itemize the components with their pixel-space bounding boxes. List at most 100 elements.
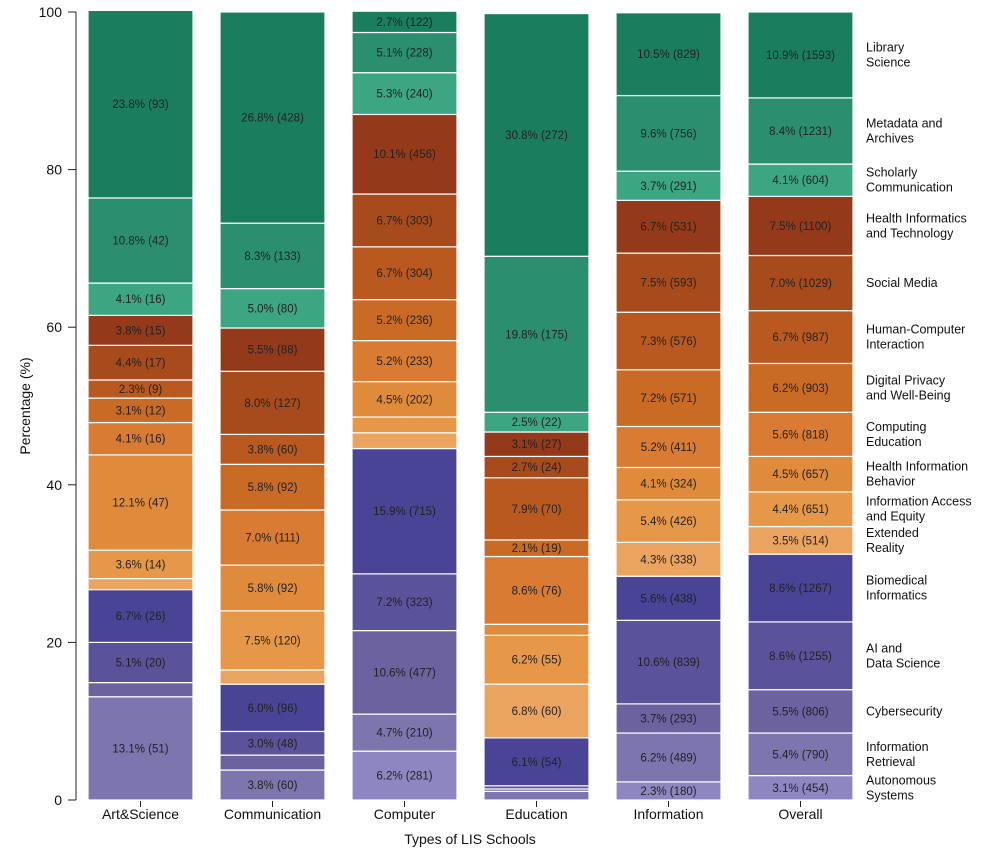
legend-line: Health Information <box>866 460 968 474</box>
bar-art-science-social-media <box>87 344 194 381</box>
y-axis: 0 20 40 60 80 100 <box>39 4 77 808</box>
legend-extended-reality: Extended Reality <box>866 526 919 555</box>
bar-education-human-computer-interaction <box>483 477 590 541</box>
bar-computer-library-science <box>351 10 458 34</box>
bar-education-health-information-behavior <box>483 623 590 636</box>
bar-overall-library-science <box>747 11 854 99</box>
legend-scholarly-communication: Scholarly Communication <box>866 166 953 195</box>
legend-line: Information Access <box>866 495 972 509</box>
data-label-information-computing-education: 5.2% (411) <box>641 442 697 454</box>
bar-information-library-science <box>615 12 722 97</box>
legend-health-information-behavior: Health Information Behavior <box>866 460 968 489</box>
bar-information-digital-privacy-and-well-being <box>615 369 722 428</box>
data-label-overall-computing-education: 5.6% (818) <box>772 429 828 441</box>
legend-line: Human-Computer <box>866 323 965 337</box>
x-axis-title: Types of LIS Schools <box>404 831 536 847</box>
legend-line: Scholarly <box>866 166 918 180</box>
data-label-education-scholarly-communication: 2.5% (22) <box>512 417 562 429</box>
bar-communication-information-retrieval <box>219 769 326 801</box>
bar-computer-cybersecurity <box>351 629 458 715</box>
data-label-art-science-health-information-behavior: 12.1% (47) <box>112 498 168 510</box>
data-label-communication-social-media: 8.0% (127) <box>244 398 300 410</box>
bar-education-computing-education <box>483 555 590 625</box>
bar-information-extended-reality <box>615 541 722 577</box>
x-tick-label-art-science: Art&Science <box>102 806 179 822</box>
bar-art-science-ai-and-data-science <box>87 641 194 684</box>
legend-line: Interaction <box>866 338 924 352</box>
data-label-information-digital-privacy-and-well-being: 7.2% (571) <box>640 393 696 405</box>
bar-education-information-access-and-equity <box>483 634 590 685</box>
bar-information-metadata-and-archives <box>615 94 722 172</box>
bar-overall-information-access-and-equity <box>747 491 854 528</box>
legend-line: AI and <box>866 641 902 655</box>
bar-column-overall: 3.1% (454) 5.4% (790) 5.5% (806) 8.6% (1255… <box>747 11 854 801</box>
data-label-computer-biomedical-informatics: 15.9% (715) <box>373 506 436 518</box>
data-label-education-social-media: 2.7% (24) <box>512 462 562 474</box>
data-label-education-library-science: 30.8% (272) <box>505 130 568 142</box>
bar-overall-autonomous-systems <box>747 774 854 801</box>
bar-communication-metadata-and-archives <box>219 222 326 290</box>
bar-column-computer: 6.2% (281) 4.7% (210) 10.6% (477) 7.2% (323… <box>351 10 458 801</box>
bar-information-cybersecurity <box>615 703 722 734</box>
data-label-overall-health-information-behavior: 4.5% (657) <box>772 469 828 481</box>
data-label-communication-metadata-and-archives: 8.3% (133) <box>244 251 300 263</box>
bars: 13.1% (51) 5.1% (20) 6.7% (26) 3.6% (14) 12.… <box>87 9 854 801</box>
data-label-education-health-informatics-and-technology: 3.1% (27) <box>512 439 562 451</box>
data-label-information-human-computer-interaction: 7.3% (576) <box>640 336 696 348</box>
data-label-education-digital-privacy-and-well-being: 2.1% (19) <box>512 543 562 555</box>
legend-line: Cybersecurity <box>866 704 943 718</box>
data-label-overall-cybersecurity: 5.5% (806) <box>772 706 828 718</box>
bar-education-metadata-and-archives <box>483 255 590 413</box>
bar-information-scholarly-communication <box>615 170 722 201</box>
data-label-overall-information-access-and-equity: 4.4% (651) <box>772 504 828 516</box>
bar-education-health-informatics-and-technology <box>483 431 590 458</box>
bar-information-biomedical-informatics <box>615 575 722 621</box>
legend-computing-education: Computing Education <box>866 420 926 449</box>
legend-line: Extended <box>866 526 919 540</box>
legend-line: Digital Privacy <box>866 373 946 387</box>
bar-communication-library-science <box>219 11 326 224</box>
legend-information-access-and-equity: Information Access and Equity <box>866 495 972 524</box>
legend-line: Computing <box>866 420 926 434</box>
bar-overall-extended-reality <box>747 525 854 555</box>
legend-line: and Well-Being <box>866 388 951 402</box>
bar-education-extended-reality <box>483 683 590 739</box>
data-label-computer-scholarly-communication: 5.3% (240) <box>376 89 432 101</box>
bar-communication-health-informatics-and-technology <box>219 327 326 372</box>
data-label-computer-ai-and-data-science: 7.2% (323) <box>376 597 432 609</box>
data-label-computer-cybersecurity: 10.6% (477) <box>373 667 436 679</box>
legend-library-science: Library Science <box>866 40 911 69</box>
data-label-art-science-social-media: 4.4% (17) <box>116 358 166 370</box>
x-tick-label-computer: Computer <box>374 806 436 822</box>
y-tick-label-20: 20 <box>46 634 62 650</box>
data-label-education-metadata-and-archives: 19.8% (175) <box>505 329 568 341</box>
legend-ai-and-data-science: AI and Data Science <box>866 641 940 670</box>
data-label-overall-ai-and-data-science: 8.6% (1255) <box>769 651 832 663</box>
legend-line: Informatics <box>866 589 927 603</box>
x-tick-label-overall: Overall <box>778 806 822 822</box>
legend-metadata-and-archives: Metadata and Archives <box>866 116 942 145</box>
data-label-computer-health-informatics-and-technology: 10.1% (456) <box>373 149 436 161</box>
bar-computer-computing-education <box>351 339 458 383</box>
bar-overall-human-computer-interaction <box>747 310 854 365</box>
legend-line: Science <box>866 55 911 69</box>
bar-column-information: 2.3% (180) 6.2% (489) 3.7% (293) 10.6% (839… <box>615 12 722 801</box>
data-label-information-social-media: 7.5% (593) <box>640 278 696 290</box>
data-label-education-biomedical-informatics: 6.1% (54) <box>512 757 562 769</box>
data-label-communication-health-information-behavior: 5.8% (92) <box>248 583 298 595</box>
data-label-computer-metadata-and-archives: 5.1% (228) <box>376 48 432 60</box>
data-label-information-health-information-behavior: 4.1% (324) <box>640 479 696 491</box>
data-label-information-cybersecurity: 3.7% (293) <box>640 713 696 725</box>
legend-information-retrieval: Information Retrieval <box>866 740 929 769</box>
data-label-communication-information-access-and-equity: 7.5% (120) <box>244 635 300 647</box>
y-tick-label-80: 80 <box>46 162 62 178</box>
bar-communication-scholarly-communication <box>219 287 326 329</box>
bar-education-biomedical-informatics <box>483 737 590 787</box>
bar-art-science-biomedical-informatics <box>87 589 194 644</box>
data-label-art-science-health-informatics-and-technology: 3.8% (15) <box>116 325 166 337</box>
bar-art-science-extended-reality <box>87 577 194 591</box>
x-tick-label-education: Education <box>505 806 567 822</box>
bar-overall-cybersecurity <box>747 689 854 734</box>
data-label-computer-computing-education: 5.2% (233) <box>376 356 432 368</box>
